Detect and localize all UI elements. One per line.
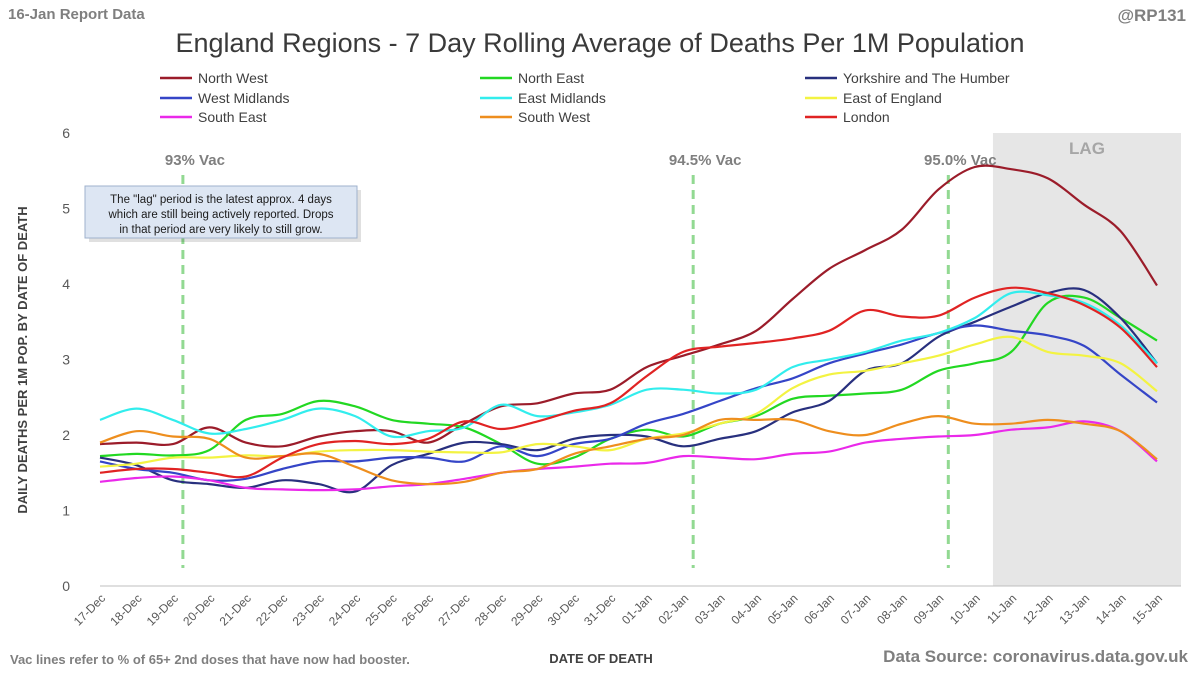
legend: North West North East Yorkshire and The Hu… bbox=[160, 70, 1010, 125]
legend-item-label: South East bbox=[198, 109, 267, 125]
legend-item-label: London bbox=[843, 109, 890, 125]
legend-item-label: South West bbox=[518, 109, 590, 125]
x-tick-label: 06-Jan bbox=[801, 591, 837, 627]
vac-footnote: Vac lines refer to % of 65+ 2nd doses th… bbox=[10, 652, 410, 667]
annotation-line: in that period are very likely to still … bbox=[119, 224, 322, 236]
series-line bbox=[99, 286, 1158, 479]
x-tick-label: 05-Jan bbox=[765, 591, 801, 627]
lag-label: LAG bbox=[1069, 139, 1105, 158]
x-tick-label: 08-Jan bbox=[874, 591, 910, 627]
x-tick-label: 12-Jan bbox=[1020, 591, 1056, 627]
legend-item-label: North West bbox=[198, 70, 268, 86]
x-tick-label: 20-Dec bbox=[180, 591, 217, 628]
x-tick-label: 30-Dec bbox=[545, 591, 582, 628]
y-tick-label: 0 bbox=[62, 578, 70, 594]
x-tick-label: 10-Jan bbox=[947, 591, 983, 627]
y-tick-label: 3 bbox=[62, 352, 70, 368]
y-tick-label: 1 bbox=[62, 503, 70, 519]
y-axis-label: DAILY DEATHS PER 1M POP. BY DATE OF DEAT… bbox=[15, 206, 30, 513]
vac-line-label: 93% Vac bbox=[165, 152, 225, 169]
x-tick-label: 22-Dec bbox=[253, 591, 290, 628]
legend-item-label: North East bbox=[518, 70, 584, 86]
series-line bbox=[99, 164, 1158, 448]
x-tick-label: 03-Jan bbox=[692, 591, 728, 627]
x-tick-label: 24-Dec bbox=[326, 591, 363, 628]
y-tick-label: 4 bbox=[62, 276, 70, 292]
x-tick-label: 09-Jan bbox=[911, 591, 947, 627]
x-tick-label: 28-Dec bbox=[472, 591, 509, 628]
x-tick-label: 17-Dec bbox=[71, 591, 108, 628]
x-tick-label: 21-Dec bbox=[217, 591, 254, 628]
x-tick-label: 25-Dec bbox=[362, 591, 399, 628]
author-handle: @RP131 bbox=[1117, 6, 1186, 25]
x-tick-label: 13-Jan bbox=[1056, 591, 1092, 627]
x-tick-label: 14-Jan bbox=[1093, 591, 1129, 627]
x-tick-label: 01-Jan bbox=[619, 591, 655, 627]
vac-line-label: 94.5% Vac bbox=[669, 152, 742, 169]
data-source: Data Source: coronavirus.data.gov.uk bbox=[883, 647, 1188, 666]
annotation-line: which are still being actively reported.… bbox=[108, 209, 334, 221]
x-tick-label: 26-Dec bbox=[399, 591, 436, 628]
lag-annotation-box: The "lag" period is the latest approx. 4… bbox=[84, 185, 361, 242]
x-tick-label: 27-Dec bbox=[435, 591, 472, 628]
legend-item-label: East Midlands bbox=[518, 90, 606, 106]
annotation-line: The "lag" period is the latest approx. 4… bbox=[110, 194, 332, 206]
x-tick-label: 29-Dec bbox=[508, 591, 545, 628]
x-tick-label: 07-Jan bbox=[838, 591, 874, 627]
series-line bbox=[99, 414, 1158, 486]
x-tick-label: 19-Dec bbox=[144, 591, 181, 628]
y-tick-label: 6 bbox=[62, 125, 70, 141]
vac-line-label: 95.0% Vac bbox=[924, 152, 997, 169]
legend-item-label: Yorkshire and The Humber bbox=[843, 70, 1010, 86]
legend-item-label: East of England bbox=[843, 90, 942, 106]
x-axis-label: DATE OF DEATH bbox=[549, 651, 653, 666]
x-tick-label: 23-Dec bbox=[290, 591, 327, 628]
series-line bbox=[99, 290, 1158, 439]
series-line bbox=[99, 420, 1158, 492]
legend-item-label: West Midlands bbox=[198, 90, 290, 106]
y-tick-label: 2 bbox=[62, 427, 70, 443]
chart-title: England Regions - 7 Day Rolling Average … bbox=[175, 28, 1025, 58]
x-tick-label: 31-Dec bbox=[581, 591, 618, 628]
vaccination-marker-lines: 93% Vac 94.5% Vac 95.0% Vac bbox=[165, 152, 997, 568]
series-line bbox=[99, 287, 1158, 494]
report-date-label: 16-Jan Report Data bbox=[8, 6, 145, 23]
annotation-box bbox=[84, 185, 358, 239]
y-tick-label: 5 bbox=[62, 201, 70, 217]
series-line bbox=[99, 324, 1158, 482]
series-lines bbox=[99, 164, 1158, 494]
x-tick-label: 18-Dec bbox=[107, 591, 144, 628]
x-tick-label: 15-Jan bbox=[1129, 591, 1165, 627]
x-tick-label: 11-Jan bbox=[984, 591, 1019, 626]
x-tick-label: 02-Jan bbox=[655, 591, 691, 627]
x-tick-label: 04-Jan bbox=[728, 591, 764, 627]
